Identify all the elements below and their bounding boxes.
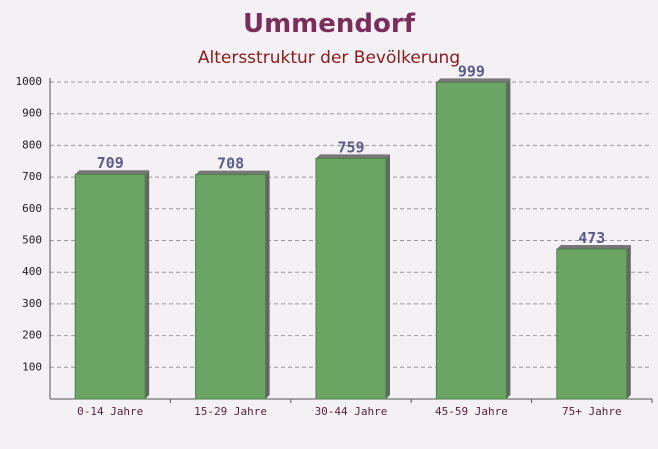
bar-shadow (386, 154, 390, 399)
bar (435, 81, 507, 400)
bar-shadow (506, 78, 511, 399)
value-label: 473 (578, 229, 605, 247)
bar (315, 157, 387, 400)
chart-subtitle: Altersstruktur der Bevölkerung (198, 48, 460, 68)
x-tick-label: 30-44 Jahre (315, 405, 388, 418)
chart-title: Ummendorf (243, 9, 416, 39)
value-label: 759 (337, 138, 364, 156)
bar-shadow-top (195, 170, 270, 175)
bar-shadow-top (75, 170, 150, 175)
y-tick-label: 900 (22, 107, 42, 120)
value-label: 708 (217, 155, 244, 173)
value-label: 999 (458, 62, 485, 80)
x-tick-label: 0-14 Jahre (77, 405, 143, 418)
y-tick-label: 600 (22, 202, 42, 215)
y-tick-label: 800 (22, 138, 42, 151)
bar-shadow-top (436, 78, 511, 83)
bar-shadow-top (556, 245, 631, 250)
bar-shadow (145, 170, 150, 399)
y-tick-label: 500 (22, 234, 42, 247)
bar (195, 174, 267, 400)
x-tick-label: 75+ Jahre (562, 405, 622, 418)
y-tick-label: 100 (22, 360, 42, 373)
y-tick-label: 1000 (16, 75, 43, 88)
y-tick-label: 400 (22, 265, 42, 278)
value-label: 709 (97, 154, 124, 172)
bar (556, 248, 628, 400)
bar-shadow (265, 170, 270, 399)
x-tick-label: 45-59 Jahre (435, 405, 508, 418)
x-tick-label: 15-29 Jahre (194, 405, 267, 418)
y-tick-label: 700 (22, 170, 42, 183)
y-tick-label: 300 (22, 297, 42, 310)
bar (74, 173, 146, 400)
bar-shadow (626, 245, 631, 399)
bar-shadow-top (316, 154, 390, 159)
y-tick-label: 200 (22, 329, 42, 342)
